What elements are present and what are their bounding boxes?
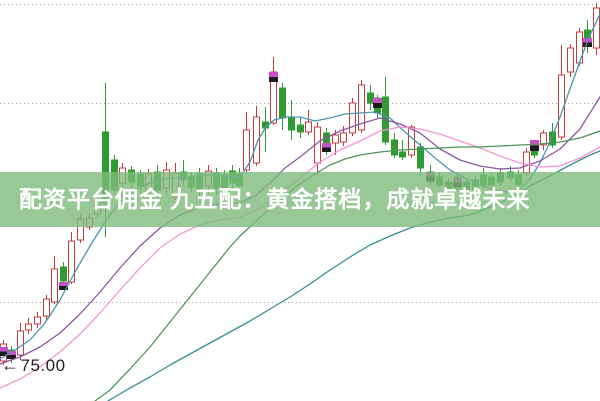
candle-body [60,266,67,282]
candle-body [253,116,260,164]
candle-body [297,124,304,133]
candle-body [340,132,347,143]
candle-body [549,131,556,146]
banner-title: 配资平台佣金 九五配：黄金搭档，成就卓越未来 [19,186,531,212]
candle-body [305,121,312,133]
candle-body [288,117,295,131]
candle-body [349,102,356,134]
candle-mark-bottom [0,351,8,356]
title-banner: 配资平台佣金 九五配：黄金搭档，成就卓越未来 [0,172,600,227]
candle-body [391,139,398,156]
candle-mark-top [530,140,539,146]
candle-mark-bottom [373,103,382,108]
candle-body [25,323,32,331]
candle-mark-bottom [7,355,16,359]
candle-mark-top [7,351,16,355]
price-marker-value: 75.00 [20,356,66,375]
candle-body [68,240,75,283]
candle-body [332,134,339,144]
candle-mark-bottom [322,147,331,152]
left-arrow-icon: ← [1,355,20,375]
candle-body [358,84,365,131]
candle-body [243,129,250,171]
candle-body [367,92,374,104]
candle-mark-bottom [59,286,68,290]
candle-body [399,151,406,158]
candle-body [523,151,530,174]
candle-body [43,298,50,317]
candle-mark-top [373,98,382,103]
candle-body [17,330,24,356]
candle-mark-top [269,72,278,77]
candle-mark-bottom [583,42,592,47]
candle-body [540,132,547,146]
ma-line-purple [0,96,600,365]
candle-body [279,87,286,119]
candle-body [34,316,41,325]
candle-mark-top [0,347,8,352]
candle-body [408,126,415,156]
candle-body [567,47,574,73]
candle-mark-bottom [530,145,539,151]
price-marker-label: ←75.00 [1,355,66,376]
candle-mark-bottom [269,77,278,82]
candle-body [417,146,424,169]
candle-body [593,7,600,49]
candle-body [51,268,58,303]
ma-line-slow-green [94,130,600,401]
candle-mark-top [322,143,331,148]
candle-mark-top [59,282,68,286]
